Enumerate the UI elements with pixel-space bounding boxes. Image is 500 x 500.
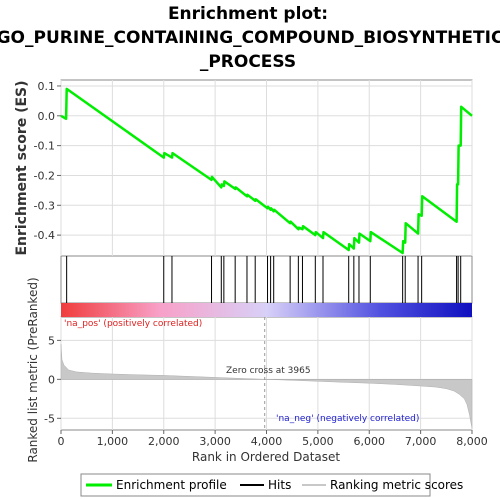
x-tick-label: 8,000 — [456, 435, 488, 448]
es-tick-label: 0.0 — [38, 110, 56, 123]
gradient-fill — [61, 303, 472, 317]
x-tick-label: 3,000 — [199, 435, 231, 448]
x-tick-label: 2,000 — [148, 435, 180, 448]
es-tick-label: 0.1 — [38, 80, 56, 93]
chart-title-line-3: _PROCESS — [200, 52, 296, 72]
legend-label-metric: Ranking metric scores — [330, 478, 463, 492]
metric-tick-label: -5 — [44, 412, 55, 425]
chart-title-line-2: GO_PURINE_CONTAINING_COMPOUND_BIOSYNTHET… — [0, 28, 500, 48]
x-tick-label: 7,000 — [405, 435, 437, 448]
legend-label-enrichment: Enrichment profile — [116, 478, 227, 492]
hit-markers — [66, 256, 462, 303]
annotation-na-pos: 'na_pos' (positively correlated) — [64, 319, 202, 329]
x-tick-label: 6,000 — [354, 435, 386, 448]
ranking-metric-fill — [60, 344, 473, 429]
x-tick-label: 1,000 — [97, 435, 129, 448]
metric-axis-label: Ranked list metric (PreRanked) — [26, 277, 40, 462]
annotation-na-neg: 'na_neg' (negatively correlated) — [276, 414, 419, 424]
hits-panel — [60, 255, 473, 304]
es-tick-label: -0.4 — [34, 229, 55, 242]
metric-tick-label: 0 — [48, 373, 55, 386]
metric-tick-label: 5 — [48, 334, 55, 347]
es-tick-label: -0.3 — [34, 199, 55, 212]
annotation-zero-cross: Zero cross at 3965 — [226, 366, 311, 376]
es-axis-label: Enrichment score (ES) — [14, 80, 30, 255]
enrichment-profile-line — [60, 87, 473, 255]
es-tick-label: -0.1 — [34, 140, 55, 153]
x-tick-label: 4,000 — [251, 435, 283, 448]
x-tick-label: 5,000 — [302, 435, 334, 448]
chart-title-line-1: Enrichment plot: — [168, 4, 328, 24]
enrichment-profile-polyline — [60, 87, 473, 255]
es-grid — [60, 80, 473, 256]
axes: 0.10.0-0.1-0.2-0.3-0.450-50 1,000 2,000 3,0… — [34, 80, 488, 448]
rank-gradient — [61, 303, 472, 317]
es-tick-label: -0.2 — [34, 169, 55, 182]
legend-label-hits: Hits — [268, 478, 291, 492]
x-tick-label: 0 — [58, 435, 65, 448]
ranking-metric-area — [60, 317, 473, 430]
x-axis-label: Rank in Ordered Dataset — [192, 450, 340, 464]
